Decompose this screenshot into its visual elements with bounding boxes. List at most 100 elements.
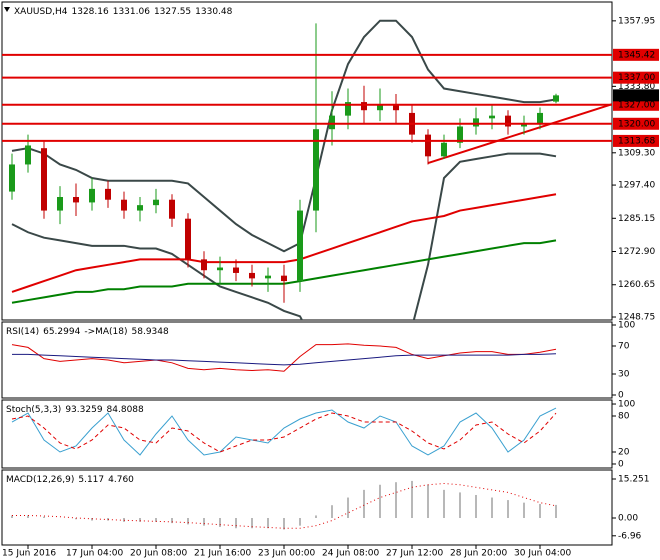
histogram-bar	[523, 502, 525, 518]
y-tick-label: 100	[618, 400, 635, 410]
candle-body	[473, 118, 479, 127]
indicator-name: Stoch(5,3,3)	[6, 405, 61, 415]
pane-frame	[1, 469, 613, 546]
candle-body	[201, 259, 207, 271]
pane-frame	[1, 321, 613, 399]
candle-body	[73, 197, 79, 203]
title-icon	[4, 7, 10, 12]
last-high: 1331.06	[113, 7, 150, 17]
y-tick-label: 0	[618, 390, 624, 400]
histogram-bar	[139, 517, 141, 522]
y-tick-label: 1248.75	[618, 313, 655, 323]
y-tick-label: 80	[618, 412, 630, 422]
histogram-bar	[91, 517, 93, 521]
candle-body	[441, 142, 447, 157]
candle-body	[425, 134, 431, 157]
level-box	[613, 98, 659, 111]
histogram-bar	[251, 517, 253, 529]
level-label: 1337.00	[618, 73, 655, 83]
indicator-name: RSI(14)	[6, 327, 39, 337]
candle-body	[169, 199, 175, 219]
indicator-title: MACD(12,26,9) 5.117 4.760	[6, 475, 134, 485]
candle-body	[185, 218, 191, 260]
x-tick-label: 21 Jun 16:00	[194, 549, 251, 559]
histogram-bar	[43, 516, 45, 518]
candle-body	[89, 188, 95, 203]
pane	[9, 19, 612, 320]
x-tick-label: 17 Jun 04:00	[66, 549, 123, 559]
candle-body	[393, 104, 399, 111]
histogram-bar	[235, 517, 237, 529]
candle-body	[105, 188, 111, 200]
y-tick-label: 0	[618, 459, 624, 469]
candle-body	[537, 112, 543, 124]
candle-body	[137, 205, 143, 211]
histogram-bar	[11, 515, 13, 518]
level-box	[613, 117, 659, 130]
indicator-value: 58.9348	[132, 327, 169, 337]
series-line	[11, 193, 557, 293]
x-tick-label: 23 Jun 00:00	[258, 549, 315, 559]
histogram-bar	[27, 515, 29, 518]
x-tick-label: 27 Jun 12:00	[386, 549, 443, 559]
level-box	[613, 134, 659, 147]
symbol: XAUUSD,H4	[14, 7, 68, 17]
histogram-bar	[315, 515, 317, 518]
candle-body	[329, 115, 335, 130]
candle-body	[361, 102, 367, 111]
chart-title: XAUUSD,H4 1328.16 1331.06 1327.55 1330.48	[14, 7, 233, 17]
y-tick-label: 1272.90	[618, 247, 655, 257]
indicator-value: 93.3259	[65, 405, 102, 415]
candle-body	[457, 126, 463, 143]
indicator-value: 5.117	[78, 475, 104, 485]
histogram-bar	[203, 517, 205, 526]
level-label: 1327.00	[618, 100, 655, 110]
last-low: 1327.55	[154, 7, 191, 17]
x-tick-label: 24 Jun 08:00	[322, 549, 379, 559]
candle-body	[377, 104, 383, 111]
y-tick-label: 70	[618, 342, 630, 352]
candle-body	[505, 115, 511, 127]
x-tick-label: 20 Jun 08:00	[130, 549, 187, 559]
y-tick-label: 0.00	[618, 513, 638, 523]
y-tick-label: -6.96	[618, 531, 642, 541]
series-line	[11, 19, 557, 253]
histogram-bar	[363, 489, 365, 518]
histogram-bar	[539, 503, 541, 518]
histogram-bar	[75, 517, 77, 520]
candle-body	[121, 199, 127, 211]
candle-body	[489, 115, 495, 119]
pane	[11, 343, 557, 372]
histogram-bar	[507, 500, 509, 518]
y-tick-label: 100	[618, 321, 635, 331]
y-tick-label: 1285.15	[618, 214, 655, 224]
pane	[11, 407, 557, 456]
indicator-value: 65.2994	[43, 327, 80, 337]
pane-frame	[1, 399, 613, 469]
candle-body	[313, 129, 319, 211]
candle-body	[281, 275, 287, 282]
pane-frame	[1, 1, 613, 321]
indicator-title: Stoch(5,3,3) 93.3259 84.8088	[6, 405, 144, 415]
level-label: 1320.00	[618, 119, 655, 129]
candle-body	[41, 148, 47, 211]
candle-body	[249, 272, 255, 279]
histogram-bar	[395, 482, 397, 518]
y-tick-label: 30	[618, 369, 630, 379]
candle-body	[25, 145, 31, 165]
candle-body	[57, 197, 63, 211]
histogram-bar	[555, 504, 557, 518]
histogram-bar	[347, 497, 349, 518]
candle-body	[297, 210, 303, 282]
indicator-value: 4.760	[108, 475, 134, 485]
y-tick-label: 1333.80	[618, 82, 655, 92]
histogram-bar	[379, 484, 381, 518]
histogram-bar	[475, 494, 477, 518]
histogram-bar	[155, 517, 157, 522]
indicator-name: ->MA(18)	[84, 327, 127, 337]
price-box	[613, 89, 659, 102]
histogram-bar	[187, 517, 189, 525]
indicator-title: RSI(14) 65.2994 ->MA(18) 58.9348	[6, 327, 169, 337]
